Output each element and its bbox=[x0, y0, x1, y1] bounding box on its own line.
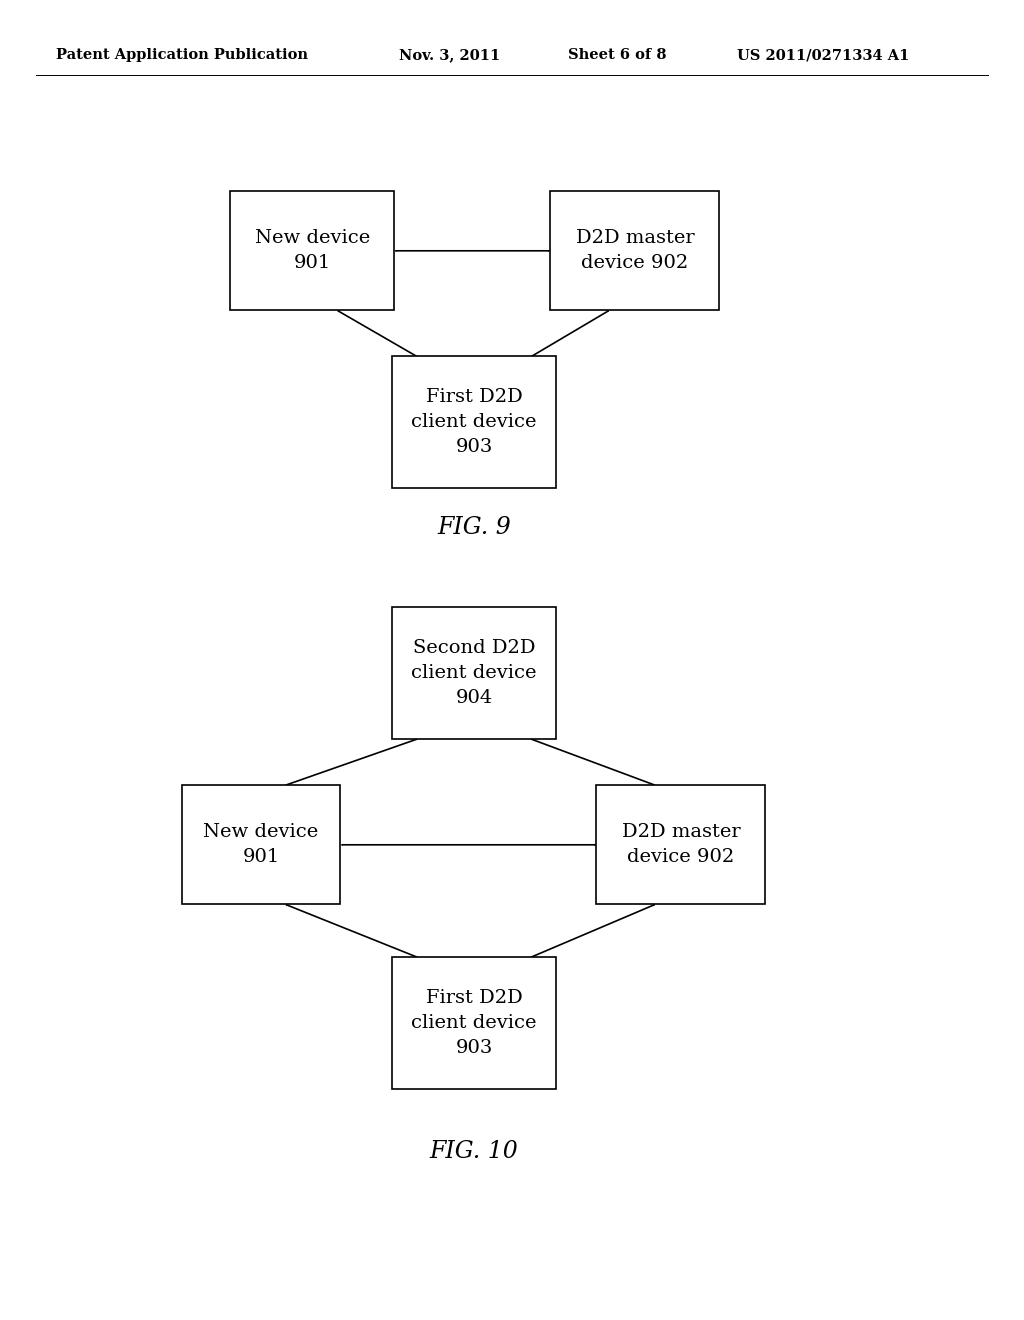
Text: D2D master
device 902: D2D master device 902 bbox=[622, 824, 740, 866]
Text: Sheet 6 of 8: Sheet 6 of 8 bbox=[568, 49, 667, 62]
Text: Second D2D
client device
904: Second D2D client device 904 bbox=[412, 639, 537, 708]
Text: New device
901: New device 901 bbox=[204, 824, 318, 866]
Text: First D2D
client device
903: First D2D client device 903 bbox=[412, 989, 537, 1057]
Bar bbox=[392, 356, 556, 488]
Bar bbox=[392, 957, 556, 1089]
FancyArrowPatch shape bbox=[531, 739, 654, 785]
FancyArrowPatch shape bbox=[287, 904, 417, 957]
Text: First D2D
client device
903: First D2D client device 903 bbox=[412, 388, 537, 457]
Text: New device
901: New device 901 bbox=[255, 230, 370, 272]
Text: US 2011/0271334 A1: US 2011/0271334 A1 bbox=[737, 49, 909, 62]
Text: Patent Application Publication: Patent Application Publication bbox=[56, 49, 308, 62]
Bar bbox=[182, 785, 340, 904]
Bar bbox=[551, 191, 719, 310]
FancyArrowPatch shape bbox=[531, 904, 654, 957]
FancyArrowPatch shape bbox=[338, 312, 417, 356]
Text: Nov. 3, 2011: Nov. 3, 2011 bbox=[399, 49, 501, 62]
Text: D2D master
device 902: D2D master device 902 bbox=[575, 230, 694, 272]
FancyArrowPatch shape bbox=[531, 312, 608, 356]
FancyArrowPatch shape bbox=[287, 739, 417, 785]
Bar bbox=[596, 785, 766, 904]
Bar bbox=[230, 191, 394, 310]
Text: FIG. 9: FIG. 9 bbox=[437, 516, 511, 540]
Text: FIG. 10: FIG. 10 bbox=[430, 1139, 518, 1163]
Bar bbox=[392, 607, 556, 739]
